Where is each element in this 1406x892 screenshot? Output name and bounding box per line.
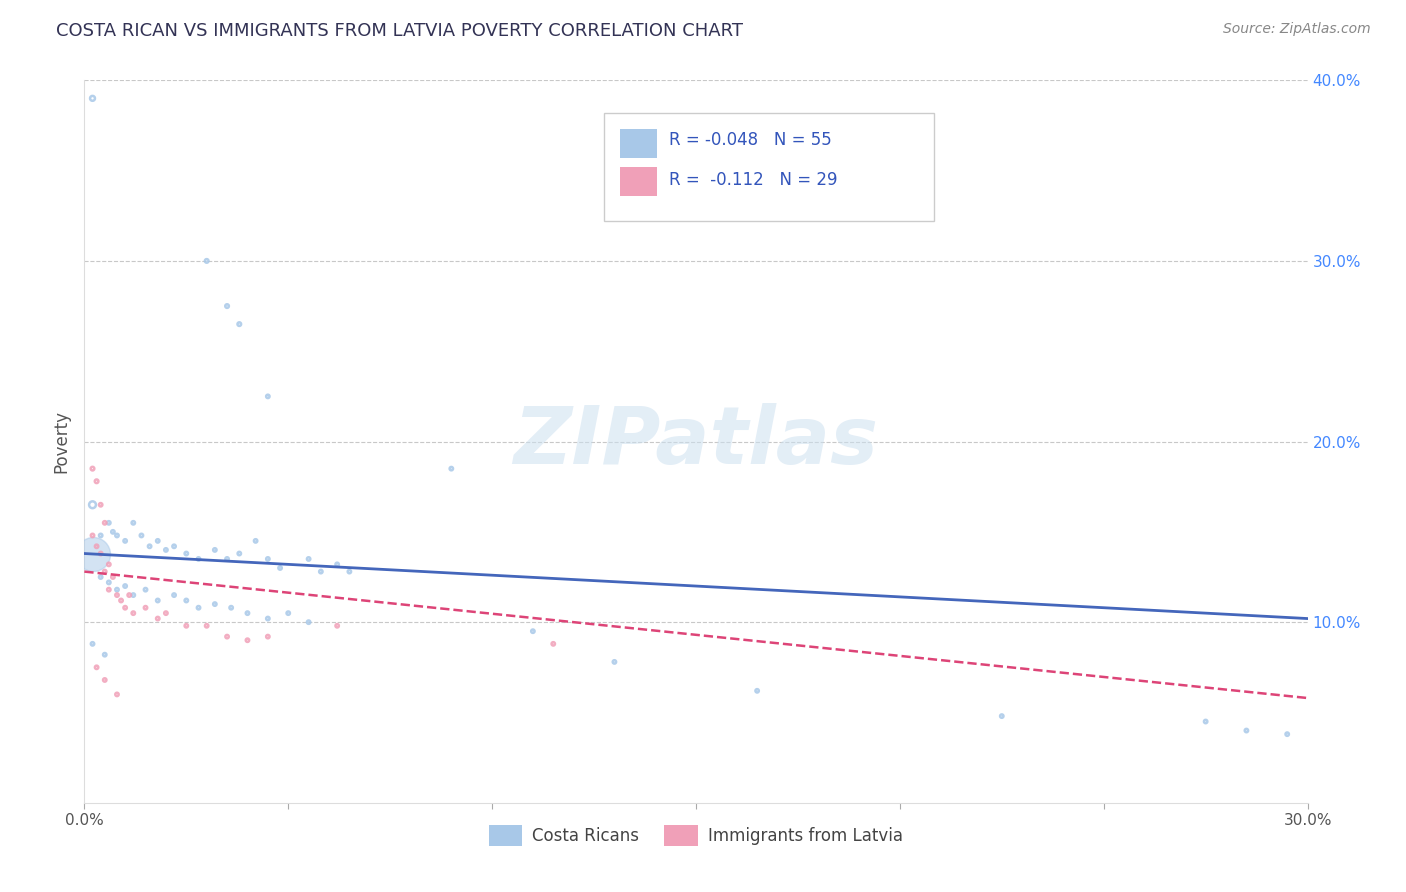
Point [93,673,115,687]
Point [114,533,136,548]
Point [163,539,186,553]
Point [309,565,332,579]
Bar [620,167,657,196]
Point [174,619,197,633]
Point [90,528,112,542]
Point [326,619,349,633]
Point [135,582,157,597]
Point [195,619,218,633]
Point [543,637,565,651]
Point [1236,723,1258,738]
Point [93,648,115,662]
Point [204,542,226,557]
Point [747,683,769,698]
Point [245,533,267,548]
Point [440,461,463,475]
Point [97,558,120,572]
Point [110,593,132,607]
Point [991,709,1014,723]
Point [101,570,124,584]
Point [257,389,280,403]
Point [228,317,250,331]
Point [93,516,115,530]
Point [97,575,120,590]
FancyBboxPatch shape [605,112,935,221]
Point [298,615,321,630]
Point [217,552,239,566]
Point [86,475,108,489]
Point [90,498,112,512]
Point [82,498,104,512]
Point [122,588,145,602]
Text: R =  -0.112   N = 29: R = -0.112 N = 29 [669,171,838,189]
Point [114,579,136,593]
Point [155,542,177,557]
Point [82,637,104,651]
Point [97,516,120,530]
Point [298,552,321,566]
Point [105,528,128,542]
Point [195,254,218,268]
Point [257,611,280,625]
Point [118,588,141,602]
Point [86,660,108,674]
Point [86,539,108,553]
Point [236,606,259,620]
Point [97,582,120,597]
Point [163,588,186,602]
Point [522,624,544,639]
Point [93,565,115,579]
Point [105,582,128,597]
Point [217,630,239,644]
Text: Source: ZipAtlas.com: Source: ZipAtlas.com [1223,22,1371,37]
Legend: Costa Ricans, Immigrants from Latvia: Costa Ricans, Immigrants from Latvia [482,819,910,852]
Y-axis label: Poverty: Poverty [52,410,70,473]
Point [174,547,197,561]
Point [122,606,145,620]
Point [131,528,153,542]
Point [135,600,157,615]
Point [257,630,280,644]
Point [326,558,349,572]
Point [122,516,145,530]
Point [1277,727,1299,741]
Point [187,600,209,615]
Point [277,606,299,620]
Point [339,565,361,579]
Point [90,547,112,561]
Point [82,528,104,542]
Point [187,552,209,566]
Point [146,611,169,625]
Point [82,547,104,561]
Point [105,687,128,701]
Point [219,600,242,615]
Point [1195,714,1218,729]
Point [138,539,160,553]
Point [146,593,169,607]
Point [174,593,197,607]
Point [105,588,128,602]
Point [82,91,104,105]
Text: R = -0.048   N = 55: R = -0.048 N = 55 [669,131,832,149]
Point [90,570,112,584]
Point [236,633,259,648]
Bar [620,129,657,158]
Point [269,561,291,575]
Point [155,606,177,620]
Point [101,524,124,539]
Point [257,552,280,566]
Text: ZIPatlas: ZIPatlas [513,402,879,481]
Point [204,597,226,611]
Point [603,655,626,669]
Point [228,547,250,561]
Point [114,600,136,615]
Point [146,533,169,548]
Text: COSTA RICAN VS IMMIGRANTS FROM LATVIA POVERTY CORRELATION CHART: COSTA RICAN VS IMMIGRANTS FROM LATVIA PO… [56,22,744,40]
Point [82,461,104,475]
Point [217,299,239,313]
